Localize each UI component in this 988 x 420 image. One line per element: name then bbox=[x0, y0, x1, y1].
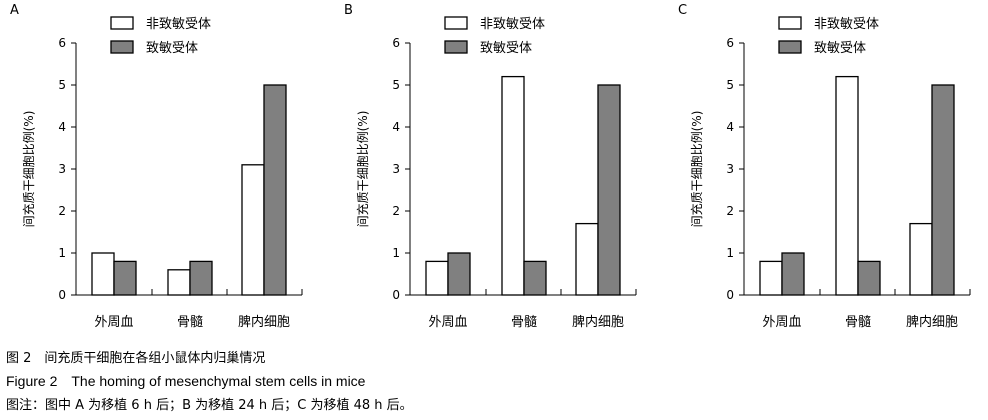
y-tick-label: 2 bbox=[58, 204, 66, 218]
figure-caption-note: 图注：图中 A 为移植 6 h 后；B 为移植 24 h 后；C 为移植 48 … bbox=[6, 398, 413, 413]
legend-swatch bbox=[778, 16, 802, 30]
bar-sensitized bbox=[189, 260, 213, 296]
y-tick-label: 5 bbox=[392, 78, 400, 92]
y-tick-label: 5 bbox=[58, 78, 66, 92]
legend-label: 致敏受体 bbox=[146, 41, 198, 56]
y-tick-label: 1 bbox=[726, 246, 734, 260]
bar-non-sensitized bbox=[835, 75, 859, 296]
bar-non-sensitized bbox=[167, 269, 191, 296]
panel-label: C bbox=[678, 3, 687, 18]
y-tick-label: 6 bbox=[58, 36, 66, 50]
legend-label: 非致敏受体 bbox=[146, 17, 211, 32]
legend-swatch bbox=[778, 40, 802, 54]
bar-non-sensitized bbox=[425, 260, 449, 296]
y-tick-label: 0 bbox=[726, 288, 734, 302]
y-tick-label: 3 bbox=[58, 162, 66, 176]
y-tick-label: 3 bbox=[726, 162, 734, 176]
legend-swatch bbox=[444, 40, 468, 54]
legend-label: 致敏受体 bbox=[480, 41, 532, 56]
x-category-label: 脾内细胞 bbox=[906, 314, 958, 330]
x-category-label: 外周血 bbox=[762, 315, 801, 330]
legend-label: 非致敏受体 bbox=[480, 17, 545, 32]
x-category-label: 骨髓 bbox=[511, 315, 537, 330]
y-tick-label: 4 bbox=[726, 120, 734, 134]
bar-sensitized bbox=[781, 252, 805, 296]
y-tick-label: 0 bbox=[58, 288, 66, 302]
y-tick-label: 4 bbox=[392, 120, 400, 134]
figure-caption-en: Figure 2 The homing of mesenchymal stem … bbox=[6, 373, 366, 389]
bar-non-sensitized bbox=[759, 260, 783, 296]
x-category-label: 脾内细胞 bbox=[572, 314, 624, 330]
legend-swatch bbox=[110, 40, 134, 54]
y-tick-label: 1 bbox=[58, 246, 66, 260]
x-category-label: 外周血 bbox=[94, 315, 133, 330]
y-axis-label: 间充质干细胞比例(%) bbox=[355, 111, 370, 228]
y-tick-label: 6 bbox=[726, 36, 734, 50]
y-axis-label: 间充质干细胞比例(%) bbox=[21, 111, 36, 228]
bar-sensitized bbox=[113, 260, 137, 296]
y-tick-label: 2 bbox=[392, 204, 400, 218]
x-category-label: 骨髓 bbox=[177, 315, 203, 330]
x-category-label: 脾内细胞 bbox=[238, 314, 290, 330]
bar-non-sensitized bbox=[91, 252, 115, 296]
bar-sensitized bbox=[447, 252, 471, 296]
legend-swatch bbox=[444, 16, 468, 30]
bar-non-sensitized bbox=[241, 164, 265, 296]
legend-label: 非致敏受体 bbox=[814, 17, 879, 32]
panel-label: A bbox=[10, 3, 19, 18]
bar-sensitized bbox=[857, 260, 881, 296]
y-tick-label: 0 bbox=[392, 288, 400, 302]
y-tick-label: 1 bbox=[392, 246, 400, 260]
bar-non-sensitized bbox=[909, 222, 933, 296]
bar-non-sensitized bbox=[501, 75, 525, 296]
y-tick-label: 6 bbox=[392, 36, 400, 50]
y-axis-label: 间充质干细胞比例(%) bbox=[689, 111, 704, 228]
x-category-label: 外周血 bbox=[428, 315, 467, 330]
legend-swatch bbox=[110, 16, 134, 30]
bar-sensitized bbox=[263, 84, 287, 296]
bar-sensitized bbox=[597, 84, 621, 296]
legend-label: 致敏受体 bbox=[814, 41, 866, 56]
y-tick-label: 5 bbox=[726, 78, 734, 92]
panel-label: B bbox=[344, 3, 353, 18]
bar-non-sensitized bbox=[575, 222, 599, 296]
x-category-label: 骨髓 bbox=[845, 315, 871, 330]
bar-sensitized bbox=[523, 260, 547, 296]
y-tick-label: 3 bbox=[392, 162, 400, 176]
figure-caption-cn: 图 2 间充质干细胞在各组小鼠体内归巢情况 bbox=[6, 351, 266, 366]
y-tick-label: 2 bbox=[726, 204, 734, 218]
bar-sensitized bbox=[931, 84, 955, 296]
y-tick-label: 4 bbox=[58, 120, 66, 134]
